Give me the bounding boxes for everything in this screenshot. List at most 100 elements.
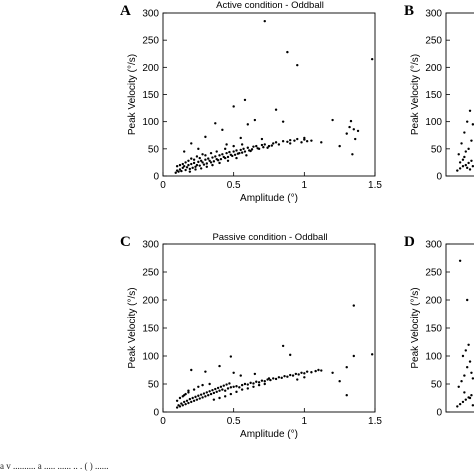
panel-a-data-point: [246, 123, 249, 126]
panel-c-data-point: [192, 399, 196, 402]
panel-c-data-point: [218, 389, 221, 392]
panel-d-data-point: [464, 398, 467, 401]
panel-a-data-point: [199, 167, 203, 170]
panel-c-data-point: [181, 404, 184, 407]
panel-c-data-point: [289, 373, 292, 377]
panel-c-ylabel: Peak Velocity (°/s): [127, 287, 138, 368]
panel-a-ytick-label: 200: [142, 63, 159, 74]
panel-a-data-point: [228, 150, 231, 154]
panel-c-data-point: [198, 397, 201, 400]
panel-a-data-point: [310, 139, 313, 142]
panel-b-data-point: [470, 159, 473, 162]
panel-letter-c: C: [120, 234, 131, 250]
panel-a-data-point: [190, 157, 193, 160]
panel-b-ytick-label: 0: [436, 172, 442, 183]
panel-c-data-point: [300, 371, 303, 374]
panel-c-data-point: [218, 364, 221, 368]
panel-a-data-point: [190, 162, 193, 166]
panel-c-data-point: [255, 380, 258, 383]
panel-c-data-point: [209, 392, 213, 396]
panel-a-data-point: [240, 151, 244, 154]
panel-a-data-point: [197, 147, 200, 151]
panel-a-xtick-label: 1: [302, 180, 308, 191]
panel-d-data-point: [456, 405, 459, 408]
panel-a-xtick-label: 1.5: [368, 180, 382, 191]
panel-a-data-point: [209, 161, 213, 164]
panel-d-data-point: [466, 298, 469, 302]
panel-a-data-point: [214, 155, 217, 158]
panel-a-data-point: [187, 163, 190, 167]
panel-c-data-point: [184, 392, 187, 396]
panel-a-data-point: [199, 159, 203, 162]
panel-b: B 0 50 100 150 200 250 300 Peak Velocity (°/s): [404, 3, 474, 183]
panel-a-data-point: [253, 118, 257, 122]
panel-a-ylabel: Peak Velocity (°/s): [127, 54, 138, 135]
panel-c-data-point: [207, 394, 210, 397]
panel-c-data-point: [352, 354, 355, 358]
panel-a-data-point: [289, 142, 292, 145]
panel-a-data-point: [348, 125, 351, 129]
panel-b-data-point: [464, 150, 467, 153]
panel-c-data-point: [226, 387, 230, 390]
panel-b-data-point: [471, 165, 474, 168]
panel-c-data-point: [283, 374, 286, 378]
panel-a-plot-frame: [162, 12, 376, 177]
panel-a-data-point: [331, 118, 334, 122]
panel-a-data-point: [250, 148, 254, 151]
panel-c-data-point: [208, 382, 211, 386]
panel-b-ytick-label: 150: [425, 90, 442, 101]
panel-b-data-point: [467, 161, 470, 165]
panel-a-data-point: [226, 155, 230, 159]
panel-a-data-point: [296, 63, 299, 67]
panel-a-data-point: [260, 143, 264, 147]
panel-c-ytick-label: 200: [142, 296, 159, 307]
panel-b-data-point: [461, 165, 465, 168]
panel-c-data-point: [223, 389, 227, 392]
panel-a-data-point: [274, 108, 278, 111]
panel-c-title: Passive condition - Oddball: [212, 232, 327, 243]
panel-c-data-point: [216, 386, 220, 390]
panel-c-data-point: [240, 383, 244, 387]
panel-c-data-point: [272, 377, 275, 380]
panel-d-ytick-label: 200: [425, 296, 442, 307]
panel-c-data-point: [197, 394, 200, 397]
panel-c-data-point: [263, 380, 266, 383]
panel-a-ytick-label: 250: [142, 36, 159, 47]
panel-a-data-point: [174, 171, 177, 174]
panel-d-data-point: [463, 391, 466, 394]
panel-d-ytick-label: 0: [436, 408, 442, 419]
panel-a-data-point: [221, 128, 224, 132]
panel-a-data-point: [188, 167, 192, 171]
panel-a-data-point: [194, 165, 197, 168]
panel-a-data-point: [262, 146, 265, 149]
panel-c-data-point: [215, 390, 218, 394]
panel-c-data-point: [187, 389, 190, 392]
panel-a-data-point: [338, 144, 341, 148]
figure-caption-fragment: a v .......... a ..... ...... .. . ( ) .…: [0, 461, 108, 471]
panel-a-data-point: [246, 146, 249, 149]
panel-c-data-point: [195, 398, 199, 401]
panel-c-data-point: [208, 390, 211, 393]
panel-c-data-point: [294, 372, 298, 376]
panel-a-data-point: [232, 105, 235, 108]
panel-c-data-point: [331, 371, 334, 374]
panel-c-data-point: [178, 396, 182, 400]
panel-a-data-point: [232, 144, 235, 148]
panel-a-data-point: [191, 166, 194, 170]
panel-c-data-point: [219, 385, 223, 388]
panel-c-data-point: [246, 387, 249, 390]
panel-b-data-point: [468, 168, 472, 171]
panel-a-data-point: [207, 157, 210, 160]
panel-a-data-point: [218, 154, 221, 157]
panel-c-ytick-label: 150: [142, 324, 159, 335]
panel-a-data-point: [195, 155, 199, 158]
panel-c-data-point: [225, 383, 228, 386]
panel-c-data-point: [235, 390, 238, 394]
panel-a-data-point: [190, 142, 193, 145]
panel-a-data-point: [194, 168, 197, 171]
panel-a-data-point: [202, 163, 206, 166]
panel-c-data-point: [201, 383, 204, 387]
panel-a-data-point: [211, 156, 214, 159]
panel-a-data-point: [267, 144, 271, 148]
panel-a-data-point: [184, 161, 187, 164]
